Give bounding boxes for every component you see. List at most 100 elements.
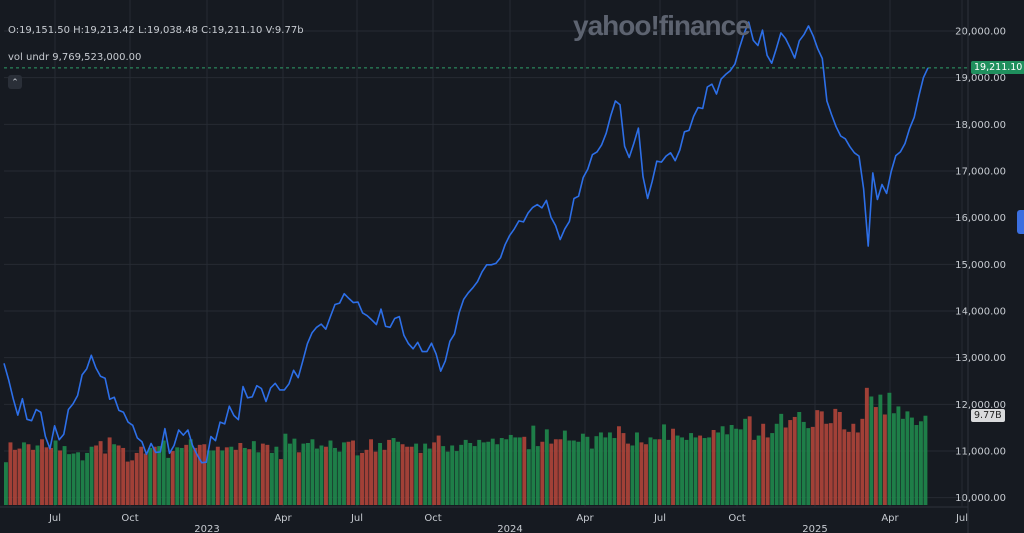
volume-bar	[170, 451, 175, 505]
volume-bar	[13, 449, 17, 505]
volume-bar	[873, 407, 878, 505]
volume-bar	[756, 435, 761, 505]
volume-bar	[896, 406, 901, 505]
volume-bar	[779, 413, 784, 505]
volume-bar	[707, 437, 712, 505]
volume-bar	[774, 423, 779, 505]
volume-bar	[815, 410, 820, 505]
volume-bar	[878, 394, 883, 505]
volume-bar	[711, 429, 716, 505]
volume-bar	[765, 437, 770, 505]
volume-bar	[846, 431, 851, 505]
volume-bar	[369, 439, 373, 505]
volume-bar	[734, 428, 739, 505]
volume-bar	[513, 437, 518, 505]
volume-bar	[639, 442, 644, 505]
volume-bar	[621, 433, 626, 505]
volume-bar	[26, 444, 31, 505]
volume-bar	[175, 447, 180, 505]
volume-bar	[49, 447, 53, 505]
volume-bar	[905, 411, 910, 505]
ohlc-readout: O:19,151.50 H:19,213.42 L:19,038.48 C:19…	[8, 25, 304, 36]
volume-bar	[40, 439, 44, 505]
volume-bar	[67, 454, 72, 505]
volume-bar	[828, 423, 833, 505]
volume-bar	[797, 412, 802, 505]
x-tick-label: Jul	[653, 513, 666, 524]
volume-bar	[630, 445, 635, 505]
volume-bar	[864, 387, 869, 505]
volume-bar	[53, 440, 58, 505]
volume-bar	[616, 426, 621, 505]
volume-bar	[486, 441, 491, 505]
x-tick-label: Jul	[350, 513, 363, 524]
volume-bar	[558, 439, 563, 505]
volume-bar	[549, 443, 554, 505]
x-year-label: 2024	[497, 524, 522, 533]
volume-bar	[188, 439, 193, 505]
volume-bar	[747, 416, 752, 505]
volume-bar	[391, 438, 396, 505]
volume-bar	[265, 444, 270, 505]
y-tick-label: 11,000.00	[955, 447, 1006, 458]
x-tick-label: Apr	[881, 513, 899, 524]
volume-bar	[107, 437, 112, 505]
volume-bar	[472, 446, 477, 505]
volume-bar	[35, 445, 40, 505]
scale-drag-handle[interactable]	[1017, 210, 1024, 234]
volume-bar	[418, 452, 423, 505]
volume-bar	[342, 442, 346, 505]
volume-bar	[576, 441, 581, 505]
volume-bar	[324, 446, 328, 505]
x-tick-label: Oct	[424, 513, 441, 524]
volume-bar	[675, 435, 680, 505]
volume-bar	[89, 446, 94, 505]
volume-bar	[134, 452, 139, 505]
volume-bar	[121, 447, 126, 505]
volume-bar	[788, 420, 793, 505]
volume-bar	[770, 433, 775, 505]
volume-bar	[743, 418, 748, 505]
volume-bar	[94, 445, 99, 505]
volume-bar	[869, 396, 874, 505]
y-tick-label: 13,000.00	[955, 353, 1006, 364]
volume-bar	[792, 416, 797, 505]
volume-bar	[693, 437, 698, 505]
volume-bar	[810, 426, 815, 505]
volume-bar	[414, 443, 419, 505]
volume-bar	[4, 462, 8, 505]
volume-readout: vol undr 9,769,523,000.00	[8, 52, 142, 63]
volume-bar	[720, 426, 725, 505]
volume-bar	[666, 439, 671, 505]
volume-bar	[364, 449, 369, 505]
volume-bar	[562, 430, 567, 505]
volume-bar	[450, 445, 455, 505]
volume-bar	[193, 447, 198, 505]
volume-bar	[657, 439, 662, 505]
volume-bar	[635, 432, 639, 505]
volume-bar	[85, 452, 90, 505]
volume-bar	[891, 413, 896, 505]
last-volume-tag: 9.77B	[971, 409, 1005, 422]
volume-bar	[644, 444, 648, 505]
y-tick-label: 10,000.00	[955, 493, 1006, 504]
volume-bar	[860, 418, 865, 505]
volume-bar	[833, 408, 838, 505]
volume-bar	[161, 440, 166, 505]
volume-bar	[251, 441, 256, 505]
volume-bar	[463, 439, 468, 505]
y-tick-label: 18,000.00	[955, 120, 1006, 131]
y-tick-label: 17,000.00	[955, 167, 1006, 178]
collapse-legend-button[interactable]: ⌃	[8, 75, 22, 89]
volume-bar	[855, 432, 860, 505]
volume-bar	[76, 452, 81, 505]
volume-bar	[468, 443, 473, 505]
volume-bar	[540, 441, 545, 505]
x-tick-label: Jul	[955, 513, 968, 524]
volume-bar	[387, 439, 392, 505]
volume-bar	[409, 446, 414, 505]
volume-bar	[427, 448, 432, 505]
volume-bar	[819, 411, 824, 505]
